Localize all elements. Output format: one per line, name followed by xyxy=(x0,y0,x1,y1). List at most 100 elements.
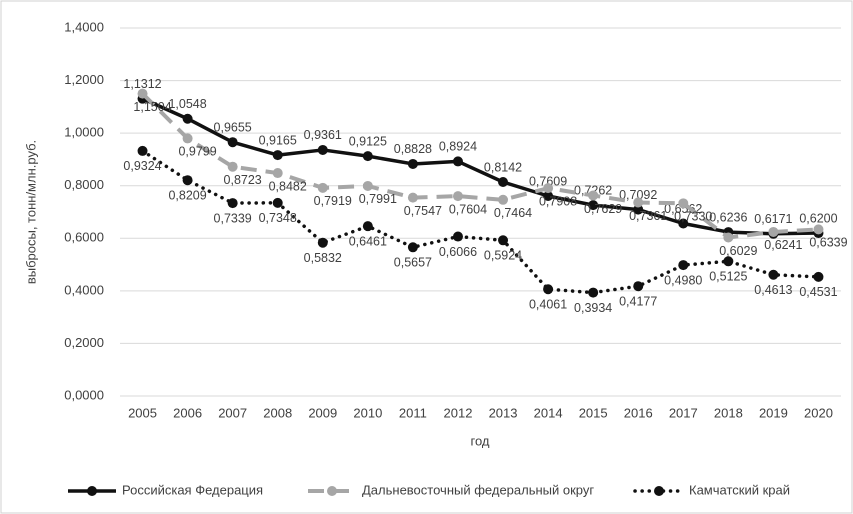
data-label: 0,7339 xyxy=(214,211,252,225)
data-point xyxy=(137,88,148,99)
data-point xyxy=(137,145,148,156)
x-tick-label: 2012 xyxy=(444,405,473,420)
data-point xyxy=(678,260,689,271)
legend-label: Дальневосточный федеральный округ xyxy=(362,482,594,497)
series-line xyxy=(141,92,819,240)
x-tick-label: 2020 xyxy=(804,405,833,420)
data-label: 0,8924 xyxy=(439,140,477,154)
y-tick-label: 0,8000 xyxy=(64,177,104,192)
data-label: 0,9125 xyxy=(349,134,387,148)
data-point xyxy=(272,168,283,179)
data-point xyxy=(813,224,824,235)
data-point xyxy=(227,161,238,172)
data-label: 0,5657 xyxy=(394,256,432,270)
x-tick-label: 2009 xyxy=(308,405,337,420)
data-label: 0,9165 xyxy=(259,133,297,147)
data-point xyxy=(588,287,599,298)
data-label: 0,9799 xyxy=(178,145,216,159)
data-label: 0,6066 xyxy=(439,245,477,259)
data-label: 0,4980 xyxy=(664,273,702,287)
data-point xyxy=(768,269,779,280)
data-point xyxy=(813,271,824,282)
y-tick-label: 0,6000 xyxy=(64,230,104,245)
y-tick-label: 0,0000 xyxy=(64,387,104,402)
data-label: 0,7609 xyxy=(529,174,567,188)
data-label: 0,3934 xyxy=(574,301,612,315)
data-label: 0,7991 xyxy=(359,192,397,206)
data-label: 0,5832 xyxy=(304,251,342,265)
series-line xyxy=(140,149,821,295)
data-point xyxy=(362,221,373,232)
data-point xyxy=(182,133,193,144)
data-label: 0,7547 xyxy=(404,204,442,218)
data-label: 0,6461 xyxy=(349,234,387,248)
y-tick-label: 1,0000 xyxy=(64,125,104,140)
data-point xyxy=(723,232,734,243)
data-point xyxy=(768,226,779,237)
x-tick-label: 2010 xyxy=(353,405,382,420)
data-point xyxy=(498,176,509,187)
x-tick-label: 2017 xyxy=(669,405,698,420)
x-tick-label: 2013 xyxy=(489,405,518,420)
data-point xyxy=(543,284,554,295)
y-tick-label: 1,2000 xyxy=(64,72,104,87)
data-label: 0,7908 xyxy=(539,194,577,208)
data-point xyxy=(452,231,463,242)
data-label: 0,8723 xyxy=(224,173,262,187)
data-label: 0,9655 xyxy=(214,121,252,135)
data-point xyxy=(588,190,599,201)
data-label: 0,8828 xyxy=(394,142,432,156)
data-label: 0,7361 xyxy=(629,209,667,223)
data-label: 0,8482 xyxy=(269,179,307,193)
x-axis-title: год xyxy=(471,433,490,448)
data-label: 0,8209 xyxy=(168,189,206,203)
x-tick-label: 2008 xyxy=(263,405,292,420)
data-point xyxy=(633,204,644,215)
data-point xyxy=(407,192,418,203)
data-point xyxy=(543,190,554,201)
data-label: 0,7919 xyxy=(314,194,352,208)
legend-marker xyxy=(327,486,337,496)
data-point xyxy=(182,175,193,186)
data-point xyxy=(588,200,599,211)
y-tick-label: 0,4000 xyxy=(64,282,104,297)
data-point xyxy=(272,150,283,161)
data-label: 0,9361 xyxy=(304,128,342,142)
data-point xyxy=(317,237,328,248)
legend-label: Камчатский край xyxy=(689,482,790,497)
data-label: 0,6171 xyxy=(754,212,792,226)
data-point xyxy=(362,151,373,162)
data-point xyxy=(543,183,554,194)
data-label: 0,7092 xyxy=(619,188,657,202)
x-tick-label: 2018 xyxy=(714,405,743,420)
legend-marker xyxy=(654,486,664,496)
x-tick-label: 2019 xyxy=(759,405,788,420)
x-tick-label: 2006 xyxy=(173,405,202,420)
data-label: 0,6200 xyxy=(799,211,837,225)
data-point xyxy=(723,256,734,267)
data-label: 0,6339 xyxy=(809,236,847,250)
data-label: 0,8142 xyxy=(484,160,522,174)
data-label: 0,6241 xyxy=(764,238,802,252)
data-label: 1,0548 xyxy=(168,97,206,111)
data-label: 0,4531 xyxy=(799,285,837,299)
data-point xyxy=(678,198,689,209)
data-label: 0,7348 xyxy=(259,211,297,225)
legend-marker xyxy=(87,486,97,496)
data-point xyxy=(498,194,509,205)
data-label: 0,7464 xyxy=(494,206,532,220)
y-tick-label: 0,2000 xyxy=(64,335,104,350)
data-point xyxy=(633,281,644,292)
data-label: 0,7330 xyxy=(674,210,712,224)
data-label: 0,4613 xyxy=(754,283,792,297)
x-tick-label: 2015 xyxy=(579,405,608,420)
data-label: 1,1504 xyxy=(133,100,171,114)
data-point xyxy=(407,158,418,169)
x-tick-label: 2007 xyxy=(218,405,247,420)
data-point xyxy=(227,137,238,148)
data-label: 0,4061 xyxy=(529,298,567,312)
data-point xyxy=(362,180,373,191)
data-label: 0,7262 xyxy=(574,183,612,197)
